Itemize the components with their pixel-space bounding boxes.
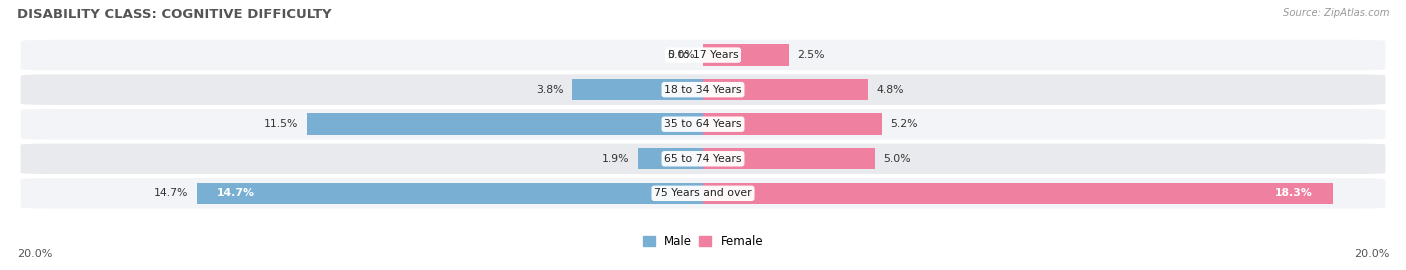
Text: 14.7%: 14.7% bbox=[218, 188, 256, 198]
Text: 2.5%: 2.5% bbox=[797, 50, 825, 60]
Legend: Male, Female: Male, Female bbox=[638, 231, 768, 253]
Text: 18 to 34 Years: 18 to 34 Years bbox=[664, 85, 742, 95]
Text: Source: ZipAtlas.com: Source: ZipAtlas.com bbox=[1282, 8, 1389, 18]
FancyBboxPatch shape bbox=[20, 73, 1386, 106]
Bar bbox=[703, 113, 882, 135]
Text: 11.5%: 11.5% bbox=[264, 119, 298, 129]
Bar bbox=[703, 44, 789, 66]
Text: 0.0%: 0.0% bbox=[666, 50, 695, 60]
Bar bbox=[572, 79, 703, 100]
Bar bbox=[703, 79, 869, 100]
FancyBboxPatch shape bbox=[20, 177, 1386, 210]
Bar bbox=[703, 183, 1333, 204]
Text: 20.0%: 20.0% bbox=[17, 249, 52, 259]
Bar bbox=[197, 183, 703, 204]
Text: 5 to 17 Years: 5 to 17 Years bbox=[668, 50, 738, 60]
Text: 20.0%: 20.0% bbox=[1354, 249, 1389, 259]
FancyBboxPatch shape bbox=[20, 143, 1386, 175]
Text: 1.9%: 1.9% bbox=[602, 154, 630, 164]
Text: DISABILITY CLASS: COGNITIVE DIFFICULTY: DISABILITY CLASS: COGNITIVE DIFFICULTY bbox=[17, 8, 332, 21]
Text: 4.8%: 4.8% bbox=[876, 85, 904, 95]
Text: 14.7%: 14.7% bbox=[155, 188, 188, 198]
FancyBboxPatch shape bbox=[20, 108, 1386, 140]
FancyBboxPatch shape bbox=[20, 39, 1386, 71]
Bar bbox=[637, 148, 703, 170]
Text: 3.8%: 3.8% bbox=[536, 85, 564, 95]
Text: 35 to 64 Years: 35 to 64 Years bbox=[664, 119, 742, 129]
Text: 18.3%: 18.3% bbox=[1275, 188, 1313, 198]
Text: 5.0%: 5.0% bbox=[883, 154, 911, 164]
Text: 75 Years and over: 75 Years and over bbox=[654, 188, 752, 198]
Bar bbox=[703, 148, 875, 170]
Text: 5.2%: 5.2% bbox=[890, 119, 918, 129]
Text: 65 to 74 Years: 65 to 74 Years bbox=[664, 154, 742, 164]
Bar bbox=[307, 113, 703, 135]
